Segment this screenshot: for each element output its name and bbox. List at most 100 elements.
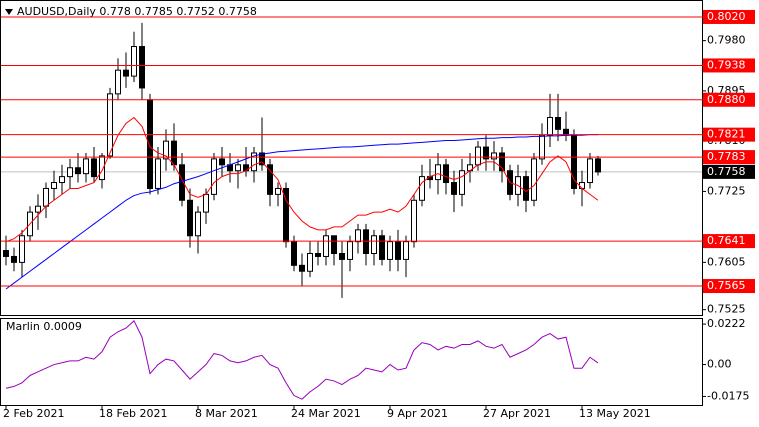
candle-body <box>163 140 169 160</box>
candle-body <box>99 155 105 181</box>
candle-body <box>539 134 545 160</box>
y-tick-label: 0.00 <box>707 358 732 371</box>
candle-body <box>283 187 289 243</box>
candle-body <box>435 164 441 181</box>
candle-body <box>115 69 121 95</box>
level-box <box>703 58 755 73</box>
x-tick-label: 18 Feb 2021 <box>99 407 167 420</box>
moving-average <box>5 134 598 290</box>
candle-body <box>59 176 65 184</box>
candle-body <box>411 199 417 243</box>
candle-body <box>371 235 377 255</box>
level-label: 0.7880 <box>707 93 746 106</box>
candle-body <box>67 167 73 178</box>
candle-body <box>547 116 553 136</box>
y-tick-label: -0.0175 <box>707 389 749 402</box>
candle-body <box>219 158 225 166</box>
candle-body <box>291 241 297 266</box>
candle-body <box>19 235 25 263</box>
indicator-line <box>5 320 599 400</box>
candle-body <box>123 69 129 77</box>
sub-frame <box>0 318 703 406</box>
candle-body <box>107 93 113 157</box>
candle-body <box>43 187 49 207</box>
indicator-name: Marlin <box>6 320 40 333</box>
indicator-title: Marlin 0.0009 <box>6 320 82 333</box>
candle-body <box>347 241 353 260</box>
candle-body <box>147 99 153 189</box>
y-tick-label: 0.0222 <box>707 317 746 330</box>
candle-body <box>379 235 385 260</box>
candle-body <box>275 187 281 195</box>
close: 0.7758 <box>218 5 257 18</box>
open: 0.778 <box>99 5 131 18</box>
level-label: 0.7938 <box>707 58 746 71</box>
symbol: AUDUSD,Daily <box>17 5 96 18</box>
x-tick-label: 24 Mar 2021 <box>291 407 361 420</box>
level-label: 0.7641 <box>707 234 746 247</box>
high: 0.7785 <box>134 5 173 18</box>
candle-body <box>323 235 329 257</box>
x-tick-label: 13 May 2021 <box>579 407 651 420</box>
level-label: 0.7821 <box>707 128 746 141</box>
level-box <box>703 150 755 165</box>
candle-body <box>3 250 9 257</box>
candle-body <box>267 164 273 195</box>
candle-body <box>83 158 89 175</box>
candle-body <box>235 164 241 172</box>
candle-body <box>355 229 361 243</box>
candle-body <box>91 158 97 178</box>
candle-body <box>419 176 425 201</box>
candle-body <box>187 199 193 237</box>
candle-body <box>203 193 209 213</box>
low: 0.7752 <box>176 5 215 18</box>
candle-body <box>491 152 497 160</box>
y-tick-label: 0.7725 <box>707 184 746 197</box>
candle-body <box>443 164 449 184</box>
candle-body <box>307 253 313 272</box>
candle-body <box>523 176 529 201</box>
indicator-value: 0.0009 <box>43 320 82 333</box>
price-box <box>703 164 755 179</box>
candle-body <box>579 182 585 189</box>
y-tick-label: 0.7605 <box>707 255 746 268</box>
level-label: 0.8020 <box>707 10 746 23</box>
candle-body <box>131 46 137 77</box>
candle-body <box>331 235 337 255</box>
candle-body <box>475 146 481 166</box>
level-box <box>703 127 755 142</box>
price-label: 0.7758 <box>707 165 746 178</box>
candle-body <box>587 158 593 184</box>
collapse-icon[interactable] <box>5 9 13 15</box>
level-label: 0.7565 <box>707 279 746 292</box>
candle-body <box>403 241 409 260</box>
candle-body <box>211 158 217 195</box>
level-label: 0.7783 <box>707 150 746 163</box>
level-box <box>703 234 755 249</box>
candle-body <box>35 205 41 213</box>
level-box <box>703 279 755 294</box>
x-tick-label: 27 Apr 2021 <box>483 407 551 420</box>
candle-body <box>395 241 401 260</box>
candle-body <box>11 255 17 263</box>
y-tick-label: 0.7525 <box>707 303 746 316</box>
candle-body <box>155 158 161 189</box>
candle-body <box>499 152 505 172</box>
candle-body <box>363 229 369 255</box>
candle-body <box>459 170 465 195</box>
candle-body <box>195 211 201 237</box>
candle-body <box>571 134 577 189</box>
moving-average <box>5 116 599 243</box>
candle-body <box>139 46 145 89</box>
main-frame <box>0 0 703 316</box>
candle-body <box>259 152 265 166</box>
x-tick-label: 2 Feb 2021 <box>3 407 64 420</box>
candle-body <box>171 140 177 166</box>
chart-title: AUDUSD,Daily 0.778 0.7785 0.7752 0.7758 <box>17 5 257 18</box>
candle-body <box>251 152 257 172</box>
candle-body <box>451 182 457 195</box>
level-box <box>703 9 755 24</box>
x-tick-label: 9 Apr 2021 <box>387 407 448 420</box>
